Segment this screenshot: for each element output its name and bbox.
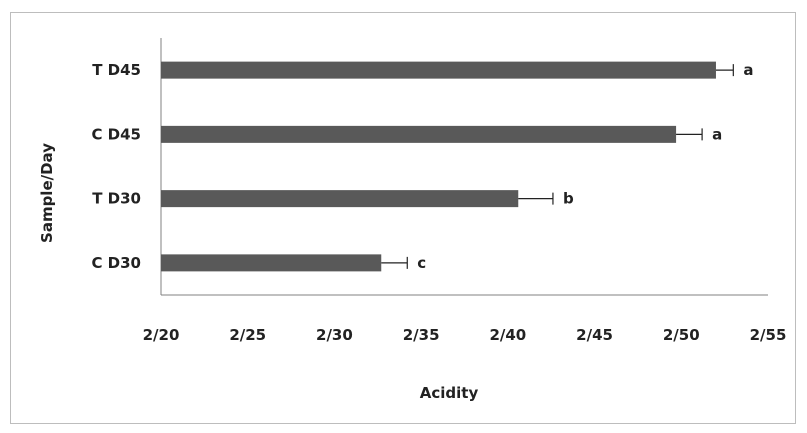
x-axis-title: Acidity — [420, 384, 479, 402]
x-tick-label: 2/50 — [663, 326, 700, 344]
x-tick-label: 2/25 — [229, 326, 266, 344]
bar-t-d45 — [161, 61, 716, 79]
category-label: C D30 — [91, 254, 141, 272]
significance-label: a — [712, 125, 722, 143]
category-label: T D45 — [92, 61, 141, 79]
x-tick-label: 2/35 — [403, 326, 440, 344]
bar-c-d30 — [161, 254, 382, 272]
significance-label: b — [563, 190, 574, 208]
category-labels: C D30 T D30 C D45 T D45 — [91, 61, 141, 272]
significance-label: c — [417, 254, 426, 272]
significance-label: a — [743, 61, 753, 79]
chart-frame — [10, 12, 796, 424]
category-label: T D30 — [92, 190, 141, 208]
error-bars — [381, 64, 734, 269]
y-axis-title: Sample/Day — [38, 143, 56, 243]
category-label: C D45 — [91, 125, 141, 143]
bar-t-d30 — [161, 190, 519, 208]
x-tick-label: 2/30 — [316, 326, 353, 344]
x-tick-label: 2/45 — [576, 326, 613, 344]
axes — [160, 38, 768, 296]
x-tick-label: 2/55 — [750, 326, 787, 344]
significance-labels: c b a a — [417, 61, 753, 272]
x-tick-labels: 2/20 2/25 2/30 2/35 2/40 2/45 2/50 2/55 — [143, 326, 787, 344]
x-tick-label: 2/40 — [489, 326, 526, 344]
x-tick-label: 2/20 — [143, 326, 180, 344]
bars — [161, 61, 716, 272]
bar-c-d45 — [161, 125, 677, 143]
